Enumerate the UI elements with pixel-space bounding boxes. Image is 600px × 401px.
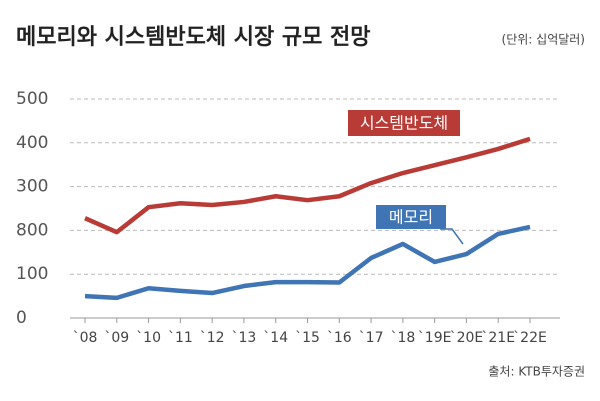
x-tick-label: `13 (232, 330, 257, 346)
x-tick-label: `11 (168, 330, 193, 346)
legend-label: 시스템반도체 (360, 114, 448, 133)
x-tick-label: `16 (327, 330, 352, 346)
x-tick-label: `19E (418, 330, 452, 346)
y-tick-label: 100 (16, 264, 48, 284)
y-tick-label: 0 (16, 308, 27, 328)
source-note: 출처: KTB투자증권 (488, 365, 585, 379)
x-tick-label: `21E (481, 330, 515, 346)
legend-box (348, 110, 460, 136)
x-tick-label: `20E (450, 330, 484, 346)
x-tick-label: `10 (136, 330, 161, 346)
x-tick-label: `08 (73, 330, 98, 346)
x-tick-label: `15 (295, 330, 320, 346)
legend-box (376, 205, 446, 229)
series-line (84, 224, 531, 301)
x-tick-label: `22E (513, 330, 547, 346)
series-line (84, 136, 531, 235)
pointer (440, 228, 464, 245)
x-tick-label: `12 (200, 330, 225, 346)
y-tick-label: 300 (16, 177, 48, 197)
legend-label: 메모리 (389, 208, 433, 227)
y-tick-label: 400 (16, 133, 48, 153)
y-tick-label: 500 (16, 89, 48, 109)
unit-note: (단위: 십억달러) (502, 33, 585, 47)
chart-title: 메모리와 시스템반도체 시장 규모 전망 (16, 25, 370, 50)
x-tick-label: `09 (104, 330, 129, 346)
x-tick-label: `18 (390, 330, 415, 346)
y-tick-label: 800 (16, 220, 48, 240)
x-tick-label: `17 (359, 330, 384, 346)
x-tick-label: `14 (263, 330, 288, 346)
